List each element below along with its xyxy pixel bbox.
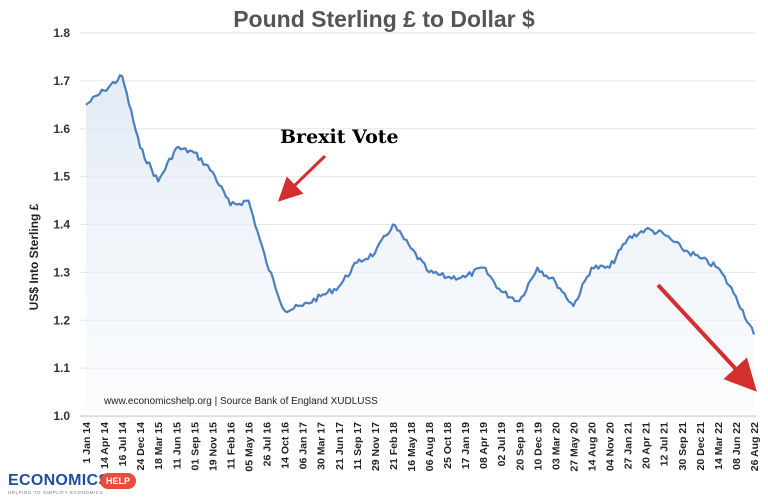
y-tick-label: 1.7	[53, 74, 70, 88]
x-tick-label: 01 Sep 15	[189, 422, 201, 471]
logo-badge: HELP	[100, 473, 136, 489]
y-tick-label: 1.2	[53, 313, 70, 327]
y-tick-label: 1.3	[53, 265, 70, 279]
y-tick-label: 1.6	[53, 122, 70, 136]
x-tick-label: 08 Apr 19	[478, 422, 490, 469]
x-tick-label: 18 Mar 15	[153, 422, 165, 470]
x-tick-label: 11 Feb 16	[225, 422, 237, 469]
x-tick-label: 17 Jan 19	[460, 422, 472, 469]
y-tick-label: 1.1	[53, 361, 70, 375]
x-tick-label: 14 Mar 22	[713, 422, 725, 470]
x-tick-label: 30 Mar 17	[316, 422, 328, 470]
x-tick-label: 03 Mar 20	[550, 422, 562, 470]
x-axis-ticks: 1 Jan 14 14 Apr 14 16 Jul 14 24 Dec 14 18 Ma…	[81, 422, 761, 472]
brexit-arrow	[277, 154, 327, 202]
y-tick-label: 1.5	[53, 170, 70, 184]
x-tick-label: 16 May 18	[406, 422, 418, 472]
x-tick-label: 27 Jan 21	[623, 422, 635, 469]
x-tick-label: 19 Nov 15	[207, 422, 219, 471]
x-tick-label: 10 Dec 19	[532, 422, 544, 471]
logo-tagline: HELPING TO SIMPLIFY ECONOMICS	[8, 490, 104, 495]
x-tick-label: 26 Aug 22	[749, 422, 761, 471]
x-tick-label: 21 Feb 18	[388, 422, 400, 470]
x-tick-label: 11 Sep 17	[352, 422, 364, 470]
x-tick-label: 02 Jul 19	[496, 422, 508, 467]
x-tick-label: 1 Jan 14	[81, 422, 93, 464]
x-tick-label: 04 Nov 20	[605, 422, 617, 471]
x-tick-label: 27 May 20	[568, 422, 580, 472]
y-axis-ticks: 1.0 1.1 1.2 1.3 1.4 1.5 1.6 1.7 1.8	[53, 26, 70, 423]
x-tick-label: 14 Aug 20	[587, 422, 599, 471]
y-tick-label: 1.0	[53, 409, 70, 423]
series-area	[86, 75, 754, 417]
x-tick-label: 06 Aug 18	[424, 422, 436, 471]
logo-text: ECONOMICS	[8, 472, 110, 489]
x-tick-label: 20 Apr 21	[641, 422, 653, 469]
annotation-arrows	[277, 154, 757, 392]
x-tick-label: 06 Jan 17	[298, 422, 310, 469]
x-tick-label: 21 Jun 17	[334, 422, 346, 470]
source-note: www.economicshelp.org | Source Bank of E…	[104, 396, 378, 407]
x-tick-label: 12 Jul 21	[659, 422, 671, 467]
x-tick-label: 14 Apr 14	[99, 422, 111, 469]
x-tick-label: 14 Oct 16	[280, 422, 292, 469]
x-tick-label: 25 Oct 18	[442, 422, 454, 469]
y-tick-label: 1.8	[53, 26, 70, 40]
y-axis-label: US$ Into Sterling £	[27, 203, 41, 311]
x-tick-label: 20 Sep 19	[514, 422, 526, 471]
x-tick-label: 24 Dec 14	[135, 422, 147, 471]
x-tick-label: 08 Jun 22	[731, 422, 743, 470]
brexit-vote-annotation: Brexit Vote	[280, 126, 399, 148]
x-tick-label: 16 Jul 14	[117, 422, 129, 467]
x-tick-label: 05 May 16	[243, 422, 255, 472]
series-line	[85, 74, 756, 335]
y-tick-label: 1.4	[53, 218, 70, 232]
x-tick-label: 26 Jul 16	[262, 422, 274, 467]
economics-help-logo: ECONOMICS HELP HELPING TO SIMPLIFY ECONO…	[4, 470, 144, 498]
x-tick-label: 30 Sep 21	[677, 422, 689, 471]
x-tick-label: 20 Dec 21	[695, 422, 707, 471]
chart-title: Pound Sterling £ to Dollar $	[233, 6, 535, 32]
decline-arrow	[656, 283, 757, 392]
x-tick-label: 29 Nov 17	[370, 422, 382, 471]
x-tick-label: 11 Jun 15	[171, 422, 183, 469]
